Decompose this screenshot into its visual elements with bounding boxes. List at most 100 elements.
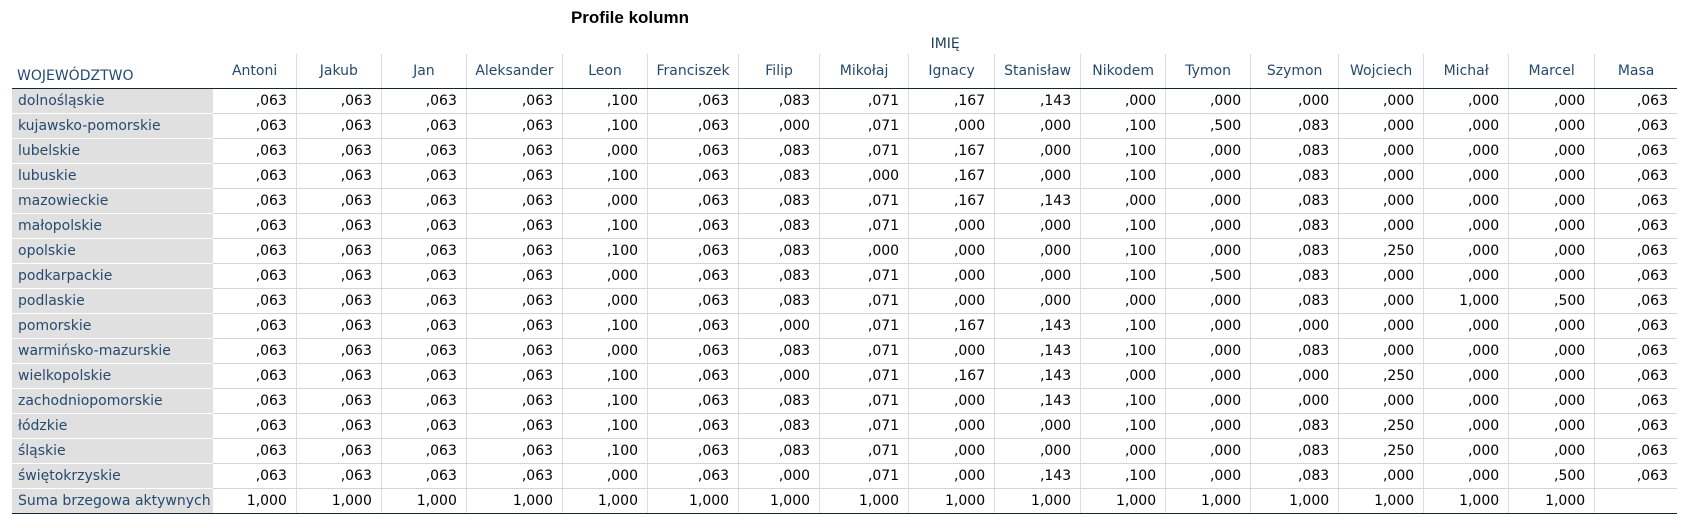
table-cell: ,100	[1080, 413, 1167, 439]
table-cell: ,063	[1594, 263, 1677, 289]
column-header: Ignacy	[908, 54, 996, 89]
table-cell: ,083	[1250, 163, 1340, 189]
table-row: śląskie ,063,063,063,063,100,063,083,071,…	[12, 438, 1677, 464]
table-cell: ,100	[562, 163, 649, 189]
table-cell: ,071	[819, 338, 910, 364]
table-cell: ,063	[647, 413, 740, 439]
table-cell: ,500	[1165, 113, 1252, 139]
table-cell: ,063	[647, 138, 740, 164]
table-cell: ,063	[1594, 313, 1677, 339]
table-cell: ,000	[1423, 213, 1510, 239]
column-header: Filip	[738, 54, 821, 89]
total-cell: 1,000	[819, 488, 910, 514]
table-cell: ,063	[296, 288, 382, 314]
table-cell: ,000	[1508, 438, 1596, 464]
table-cell: ,083	[738, 438, 821, 464]
table-cell: ,000	[1508, 188, 1596, 214]
table-row: lubuskie ,063,063,063,063,100,063,083,000…	[12, 163, 1677, 189]
row-label: świętokrzyskie	[12, 463, 214, 489]
table-row: kujawsko-pomorskie ,063,063,063,063,100,0…	[12, 113, 1677, 139]
total-cell	[1594, 488, 1677, 514]
table-cell: ,100	[1080, 113, 1167, 139]
table-cell: ,063	[647, 288, 740, 314]
table-cell: ,063	[296, 163, 382, 189]
table-cell: ,083	[738, 88, 821, 114]
table-cell: ,063	[1594, 163, 1677, 189]
table-cell: ,063	[647, 313, 740, 339]
table-cell: ,500	[1508, 288, 1596, 314]
table-cell: ,000	[1423, 238, 1510, 264]
table-cell: ,000	[1165, 288, 1252, 314]
table-title: Profile kolumn	[570, 8, 690, 27]
table-cell: ,000	[1165, 438, 1252, 464]
table-cell: ,083	[1250, 338, 1340, 364]
table-cell: ,143	[994, 88, 1082, 114]
table-cell: ,000	[1338, 263, 1425, 289]
table-cell: ,063	[647, 113, 740, 139]
table-cell: ,000	[1165, 213, 1252, 239]
total-cell: 1,000	[381, 488, 467, 514]
table-cell: ,000	[908, 413, 996, 439]
table-cell: ,250	[1338, 413, 1425, 439]
table-cell: ,000	[1165, 463, 1252, 489]
table-cell: ,063	[381, 288, 467, 314]
table-cell: ,063	[213, 188, 297, 214]
table-cell: ,063	[1594, 188, 1677, 214]
table-cell: ,000	[908, 438, 996, 464]
table-cell: ,063	[1594, 388, 1677, 414]
table-cell: ,500	[1165, 263, 1252, 289]
row-label: podkarpackie	[12, 263, 214, 289]
column-header: Szymon	[1250, 54, 1340, 89]
table-cell: ,063	[1594, 438, 1677, 464]
table-cell: ,063	[381, 238, 467, 264]
table-cell: ,167	[908, 138, 996, 164]
table-cell: ,063	[466, 213, 564, 239]
table-cell: ,000	[1423, 463, 1510, 489]
table-cell: ,000	[1338, 163, 1425, 189]
table-cell: ,000	[1423, 388, 1510, 414]
row-label: dolnośląskie	[12, 88, 214, 114]
table-cell: ,063	[213, 363, 297, 389]
table-cell: ,083	[1250, 438, 1340, 464]
table-cell: ,000	[1338, 88, 1425, 114]
table-cell: ,143	[994, 388, 1082, 414]
table-cell: ,063	[466, 163, 564, 189]
table-cell: ,063	[213, 463, 297, 489]
total-cell: 1,000	[1250, 488, 1340, 514]
table-cell: ,000	[738, 363, 821, 389]
total-cell: 1,000	[738, 488, 821, 514]
table-cell: ,063	[381, 213, 467, 239]
table-cell: ,000	[1508, 263, 1596, 289]
table-cell: ,000	[738, 313, 821, 339]
table-cell: ,000	[819, 238, 910, 264]
table-cell: ,063	[296, 263, 382, 289]
table-cell: ,063	[296, 88, 382, 114]
total-cell: 1,000	[1508, 488, 1596, 514]
table-cell: ,063	[296, 138, 382, 164]
table-cell: ,063	[466, 363, 564, 389]
table-body: dolnośląskie ,063,063,063,063,100,063,083…	[12, 88, 1677, 514]
column-header: Marcel	[1508, 54, 1596, 89]
table-cell: ,000	[1423, 113, 1510, 139]
table-cell: ,071	[819, 463, 910, 489]
table-cell: ,063	[213, 163, 297, 189]
table-cell: ,000	[1165, 363, 1252, 389]
table-cell: ,063	[296, 113, 382, 139]
table-cell: ,063	[213, 213, 297, 239]
row-label: warmińsko-mazurskie	[12, 338, 214, 364]
row-label: małopolskie	[12, 213, 214, 239]
table-cell: ,000	[1423, 163, 1510, 189]
table-cell: ,063	[213, 413, 297, 439]
table-cell: ,000	[1508, 363, 1596, 389]
table-cell: ,063	[381, 138, 467, 164]
table-cell: ,063	[381, 413, 467, 439]
table-cell: ,000	[994, 288, 1082, 314]
table-cell: ,000	[1508, 213, 1596, 239]
table-cell: ,143	[994, 363, 1082, 389]
column-header: Mikołaj	[819, 54, 910, 89]
table-cell: ,063	[381, 88, 467, 114]
table-cell: ,063	[1594, 238, 1677, 264]
table-cell: ,000	[994, 138, 1082, 164]
table-cell: ,100	[562, 438, 649, 464]
table-cell: ,000	[562, 263, 649, 289]
